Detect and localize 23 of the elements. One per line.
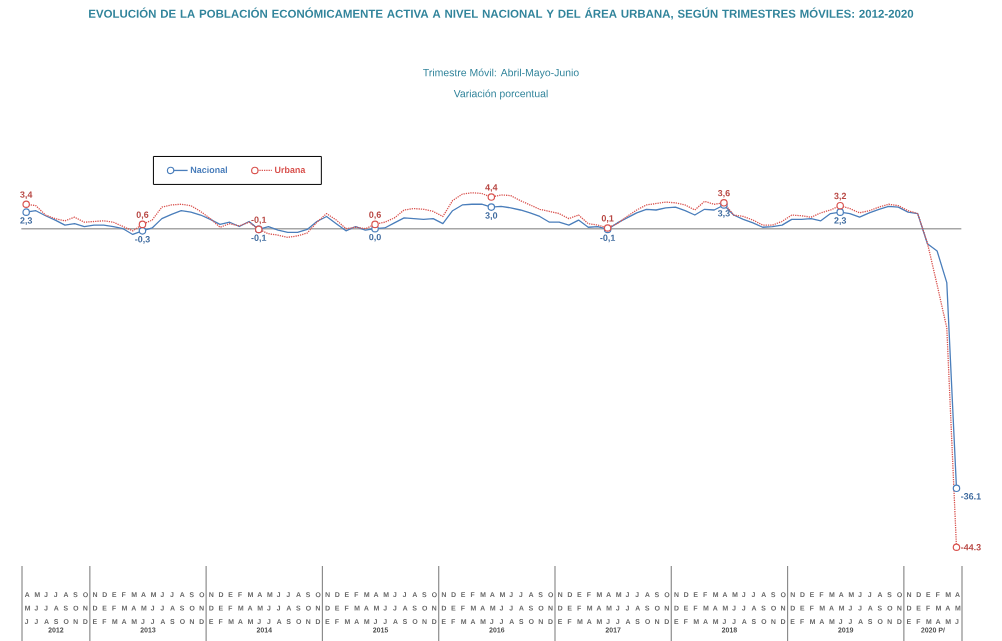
data-label: 2,3 bbox=[834, 217, 847, 225]
data-label: -0,1 bbox=[251, 234, 267, 243]
data-label: 3,0 bbox=[485, 212, 498, 220]
chart-title: EVOLUCIÓN DE LA POBLACIÓN ECONÓMICAMENTE ACTIVA A NIVEL NACIONAL Y DEL ÁREA URBANA, SEGÚN TRIMESTRES MÓVILES: 2012-2020 bbox=[89, 7, 914, 20]
data-label: 3,6 bbox=[717, 189, 730, 198]
data-label: 0,0 bbox=[369, 233, 381, 242]
data-label: 0,6 bbox=[136, 211, 149, 220]
data-label: 0,6 bbox=[369, 211, 381, 220]
data-label: -44.3 bbox=[961, 544, 981, 551]
data-label: 3,2 bbox=[834, 192, 847, 201]
data-label: 3,3 bbox=[717, 210, 730, 218]
data-label: -0,1 bbox=[251, 216, 267, 225]
chart-subtitle: Trimestre Móvil: Abril-Mayo-Junio bbox=[423, 68, 579, 79]
data-label: 0,1 bbox=[601, 215, 614, 223]
legend-label: Urbana bbox=[274, 166, 306, 174]
data-label: -0,1 bbox=[600, 234, 616, 243]
text: Variación porcentual bbox=[453, 89, 548, 100]
data-label: 3,4 bbox=[20, 191, 33, 200]
legend-label: Nacional bbox=[190, 166, 227, 174]
data-label: 4,4 bbox=[485, 184, 498, 192]
data-label: 2,3 bbox=[20, 217, 33, 225]
data-label: -0,3 bbox=[135, 236, 150, 244]
data-label: -36.1 bbox=[961, 493, 981, 500]
